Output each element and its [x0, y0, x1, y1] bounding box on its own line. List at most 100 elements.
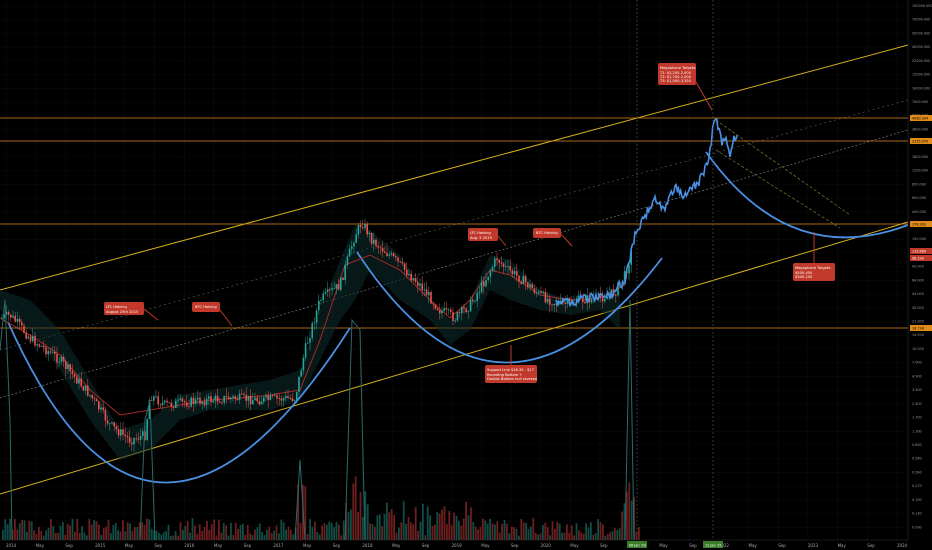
candle-body: [331, 288, 333, 291]
volume-bar: [568, 532, 571, 540]
volume-bar: [102, 528, 105, 540]
candle-body: [439, 309, 441, 314]
candle-body: [355, 234, 357, 243]
megaphone-lower: [715, 149, 841, 229]
volume-bar: [333, 527, 335, 540]
candle-body: [500, 262, 503, 264]
volume-bar: [429, 515, 431, 540]
x-tick-label: Sep: [65, 543, 73, 548]
y-axis-panel[interactable]: [908, 0, 932, 550]
candle-body: [23, 325, 25, 333]
candle-body: [370, 232, 373, 244]
candle-body: [553, 303, 555, 306]
candle-body: [102, 407, 104, 410]
volume-bar: [83, 532, 86, 540]
candle-body: [456, 312, 459, 321]
volume-bar: [436, 511, 439, 540]
candle-body: [172, 406, 175, 408]
x-tick-label: Sep: [600, 543, 608, 548]
volume-bar: [503, 519, 506, 540]
candle-body: [463, 307, 465, 309]
candle-body: [362, 227, 364, 229]
volume-bar: [42, 535, 45, 540]
volume-bar: [506, 523, 508, 540]
candle-body: [390, 253, 393, 255]
candle-body: [58, 361, 60, 363]
volume-bar: [88, 518, 91, 540]
volume-bar: [254, 529, 256, 540]
candle-body: [302, 357, 305, 371]
candle-body: [109, 423, 111, 425]
volume-bar: [424, 535, 427, 540]
volume-bar: [282, 522, 285, 540]
candle-body: [5, 312, 8, 315]
candle-body: [43, 346, 45, 348]
x-axis-panel[interactable]: [0, 540, 932, 550]
volume-bar: [378, 514, 381, 540]
candle-body: [423, 289, 426, 291]
candle-body: [344, 264, 346, 280]
volume-bar: [366, 504, 369, 540]
volume-bar: [4, 519, 7, 540]
volume-bar: [498, 532, 501, 540]
oscillator-line: [0, 299, 635, 541]
candle-body: [153, 396, 155, 401]
volume-bar: [402, 500, 405, 540]
volume-bar: [124, 531, 127, 540]
x-tick-label: May: [749, 543, 758, 548]
candle-body: [271, 395, 274, 397]
candle-body: [186, 402, 188, 407]
volume-bar: [482, 518, 484, 540]
candle-body: [87, 385, 89, 396]
candle-body: [458, 312, 461, 313]
x-tick-label: 2015: [95, 543, 106, 548]
volume-bar: [210, 524, 213, 540]
volume-bar: [134, 527, 136, 540]
candle-body: [357, 224, 360, 235]
volume-bar: [184, 525, 187, 540]
candle-body: [210, 396, 212, 403]
candle-body: [3, 314, 5, 318]
volume-bar: [599, 522, 602, 540]
svg-text:LTC Halving: LTC Halving: [470, 231, 491, 235]
candle-body: [133, 438, 135, 445]
volume-bar: [635, 531, 638, 540]
volume-bar: [122, 520, 124, 540]
x-tick-label: Sep: [155, 543, 163, 548]
volume-bar: [155, 530, 158, 540]
volume-bar: [515, 528, 518, 540]
x-tick-label: May: [392, 543, 401, 548]
volume-bar: [189, 532, 191, 540]
volume-bar: [232, 535, 235, 540]
candle-body: [256, 397, 258, 402]
volume-bar: [311, 526, 314, 540]
candle-body: [280, 398, 283, 401]
candle-body: [252, 400, 254, 405]
volume-bar: [630, 500, 633, 540]
candle-body: [274, 395, 276, 397]
volume-bar: [306, 533, 309, 540]
candle-body: [32, 335, 34, 342]
candle-body: [494, 258, 496, 267]
x-tick-label: May: [659, 543, 668, 548]
x-tick-label: Sep: [244, 543, 252, 548]
candle-body: [425, 289, 428, 296]
candle-body: [78, 378, 80, 384]
volume-bar: [227, 535, 230, 540]
candle-body: [263, 397, 265, 402]
volume-bar: [280, 519, 283, 540]
x-tick-label: Sep: [778, 543, 786, 548]
volume-bar: [273, 530, 275, 540]
candle-body: [313, 322, 316, 324]
volume-bar: [292, 534, 295, 540]
y-tick-label: 64.000: [912, 278, 924, 282]
candle-body: [25, 332, 27, 339]
y-tick-label: 3.400: [912, 388, 922, 392]
candle-body: [401, 261, 404, 264]
y-tick-label: 3600.000: [912, 127, 928, 131]
volume-bar: [174, 531, 177, 540]
candle-body: [56, 353, 58, 363]
volume-bar: [201, 530, 203, 540]
volume-bar: [611, 531, 614, 540]
